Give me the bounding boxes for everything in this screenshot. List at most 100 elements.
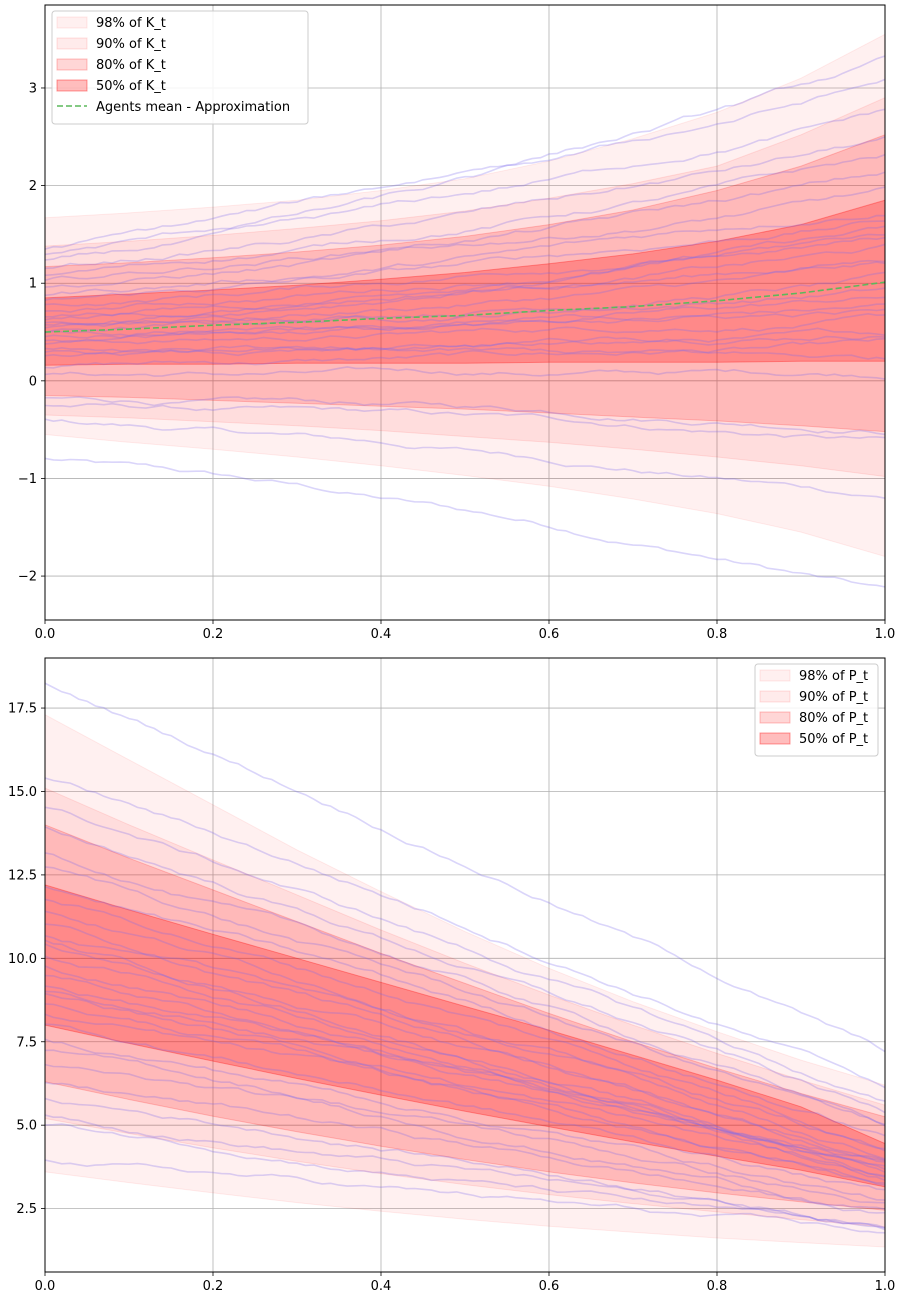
sample-path	[45, 943, 885, 1161]
x-tick-label: 0.8	[707, 627, 728, 642]
sample-path	[45, 885, 885, 1137]
legend-label: 90% of K_t	[96, 37, 166, 52]
legend-swatch	[56, 16, 88, 29]
y-tick-label: −1	[18, 472, 37, 487]
sample-path	[45, 259, 885, 321]
legend-swatch	[56, 37, 88, 50]
sample-path	[45, 1003, 885, 1184]
band-98pct	[45, 33, 885, 558]
sample-path	[45, 287, 885, 334]
legend-label: 50% of P_t	[799, 732, 868, 747]
band-80pct	[45, 134, 885, 433]
x-tick-label: 0.4	[371, 1279, 392, 1294]
sample-path	[45, 308, 885, 337]
sample-path	[45, 261, 885, 326]
sample-path	[45, 898, 885, 1152]
sample-path	[45, 852, 885, 1127]
sample-path	[45, 866, 885, 1126]
sample-path	[45, 1097, 885, 1229]
grid-lines	[44, 5, 886, 620]
sample-path	[45, 233, 885, 326]
sample-path	[45, 220, 885, 301]
sample-path	[45, 910, 885, 1150]
band-90pct	[45, 97, 885, 478]
sample-path	[45, 402, 885, 439]
band-98pct	[45, 714, 885, 1248]
legend-swatch	[759, 690, 791, 703]
x-tick-label: 0.0	[35, 1279, 56, 1294]
y-tick-label: 12.5	[8, 868, 37, 883]
legend: 98% of P_t 90% of P_t 80% of P_t 50% of P_t	[754, 663, 879, 757]
sample-path	[45, 1114, 885, 1229]
band-80pct	[45, 824, 885, 1211]
y-tick-label: 15.0	[8, 785, 37, 800]
sample-path	[45, 225, 885, 307]
sample-path	[45, 1081, 885, 1214]
plot-area	[45, 682, 885, 1248]
sample-path	[45, 682, 885, 1053]
sample-path	[45, 366, 885, 380]
sample-path	[45, 186, 885, 288]
sample-path	[45, 457, 885, 588]
sample-path	[45, 1013, 885, 1186]
sample-path	[45, 243, 885, 318]
sample-path	[45, 806, 885, 1102]
axes-frame	[44, 657, 886, 1273]
sample-path	[45, 985, 885, 1177]
sample-path	[45, 990, 885, 1163]
sample-path	[45, 236, 885, 313]
sample-path	[45, 992, 885, 1182]
sample-path	[45, 935, 885, 1162]
sample-path	[45, 312, 885, 345]
legend-label: 80% of K_t	[96, 58, 166, 73]
y-tick-label: 17.5	[8, 702, 37, 717]
sample-path	[45, 777, 885, 1089]
x-tick-label: 1.0	[875, 627, 896, 642]
p-chart-panel: 0.0 0.2 0.4 0.6 0.8 1.0 2.5 5.0 7.5 10.0 12.5 15.0 1…	[8, 657, 895, 1294]
x-tick-label: 0.6	[539, 1279, 560, 1294]
tick-labels: 0.0 0.2 0.4 0.6 0.8 1.0 2.5 5.0 7.5 10.0 12.5 15.0 1…	[8, 702, 895, 1294]
sample-path	[45, 1123, 885, 1231]
y-tick-label: 1	[29, 277, 37, 292]
band-90pct	[45, 787, 885, 1228]
sample-path	[45, 327, 885, 358]
x-tick-label: 0.2	[203, 627, 224, 642]
sample-path	[45, 1023, 885, 1191]
sample-path	[45, 214, 885, 297]
tick-labels: 0.0 0.2 0.4 0.6 0.8 1.0 −2 −1 0 1 2 3	[18, 81, 896, 642]
k-chart-panel: 0.0 0.2 0.4 0.6 0.8 1.0 −2 −1 0 1 2 3 98% of K_t 90% …	[18, 4, 896, 642]
sample-path	[45, 965, 885, 1173]
legend: 98% of K_t 90% of K_t 80% of K_t 50% of K_t…	[51, 10, 309, 125]
sample-path	[45, 271, 885, 329]
x-tick-label: 0.0	[35, 627, 56, 642]
sample-path	[45, 1063, 885, 1210]
axes-frame	[44, 4, 886, 621]
sample-path	[45, 974, 885, 1171]
x-tick-label: 0.2	[203, 1279, 224, 1294]
sample-path	[45, 171, 885, 282]
sample-path	[45, 1049, 885, 1204]
legend-swatch	[759, 732, 791, 745]
sample-path	[45, 55, 885, 250]
x-tick-label: 0.6	[539, 627, 560, 642]
y-tick-label: 0	[29, 374, 37, 389]
sample-path	[45, 826, 885, 1114]
mean-line	[45, 281, 885, 333]
sample-path	[45, 1159, 885, 1234]
sample-path	[45, 108, 885, 261]
legend-label: Agents mean - Approximation	[96, 100, 290, 115]
sample-path	[45, 955, 885, 1167]
y-tick-label: 7.5	[16, 1035, 37, 1050]
y-tick-label: 5.0	[16, 1119, 37, 1134]
band-50pct	[45, 884, 885, 1188]
sample-path	[45, 1038, 885, 1201]
sample-path	[45, 78, 885, 256]
sample-path	[45, 923, 885, 1160]
x-tick-label: 0.8	[707, 1279, 728, 1294]
y-tick-label: 10.0	[8, 952, 37, 967]
y-tick-label: −2	[18, 570, 37, 585]
legend-swatch	[56, 58, 88, 71]
x-tick-label: 0.4	[371, 627, 392, 642]
sample-path	[45, 296, 885, 339]
